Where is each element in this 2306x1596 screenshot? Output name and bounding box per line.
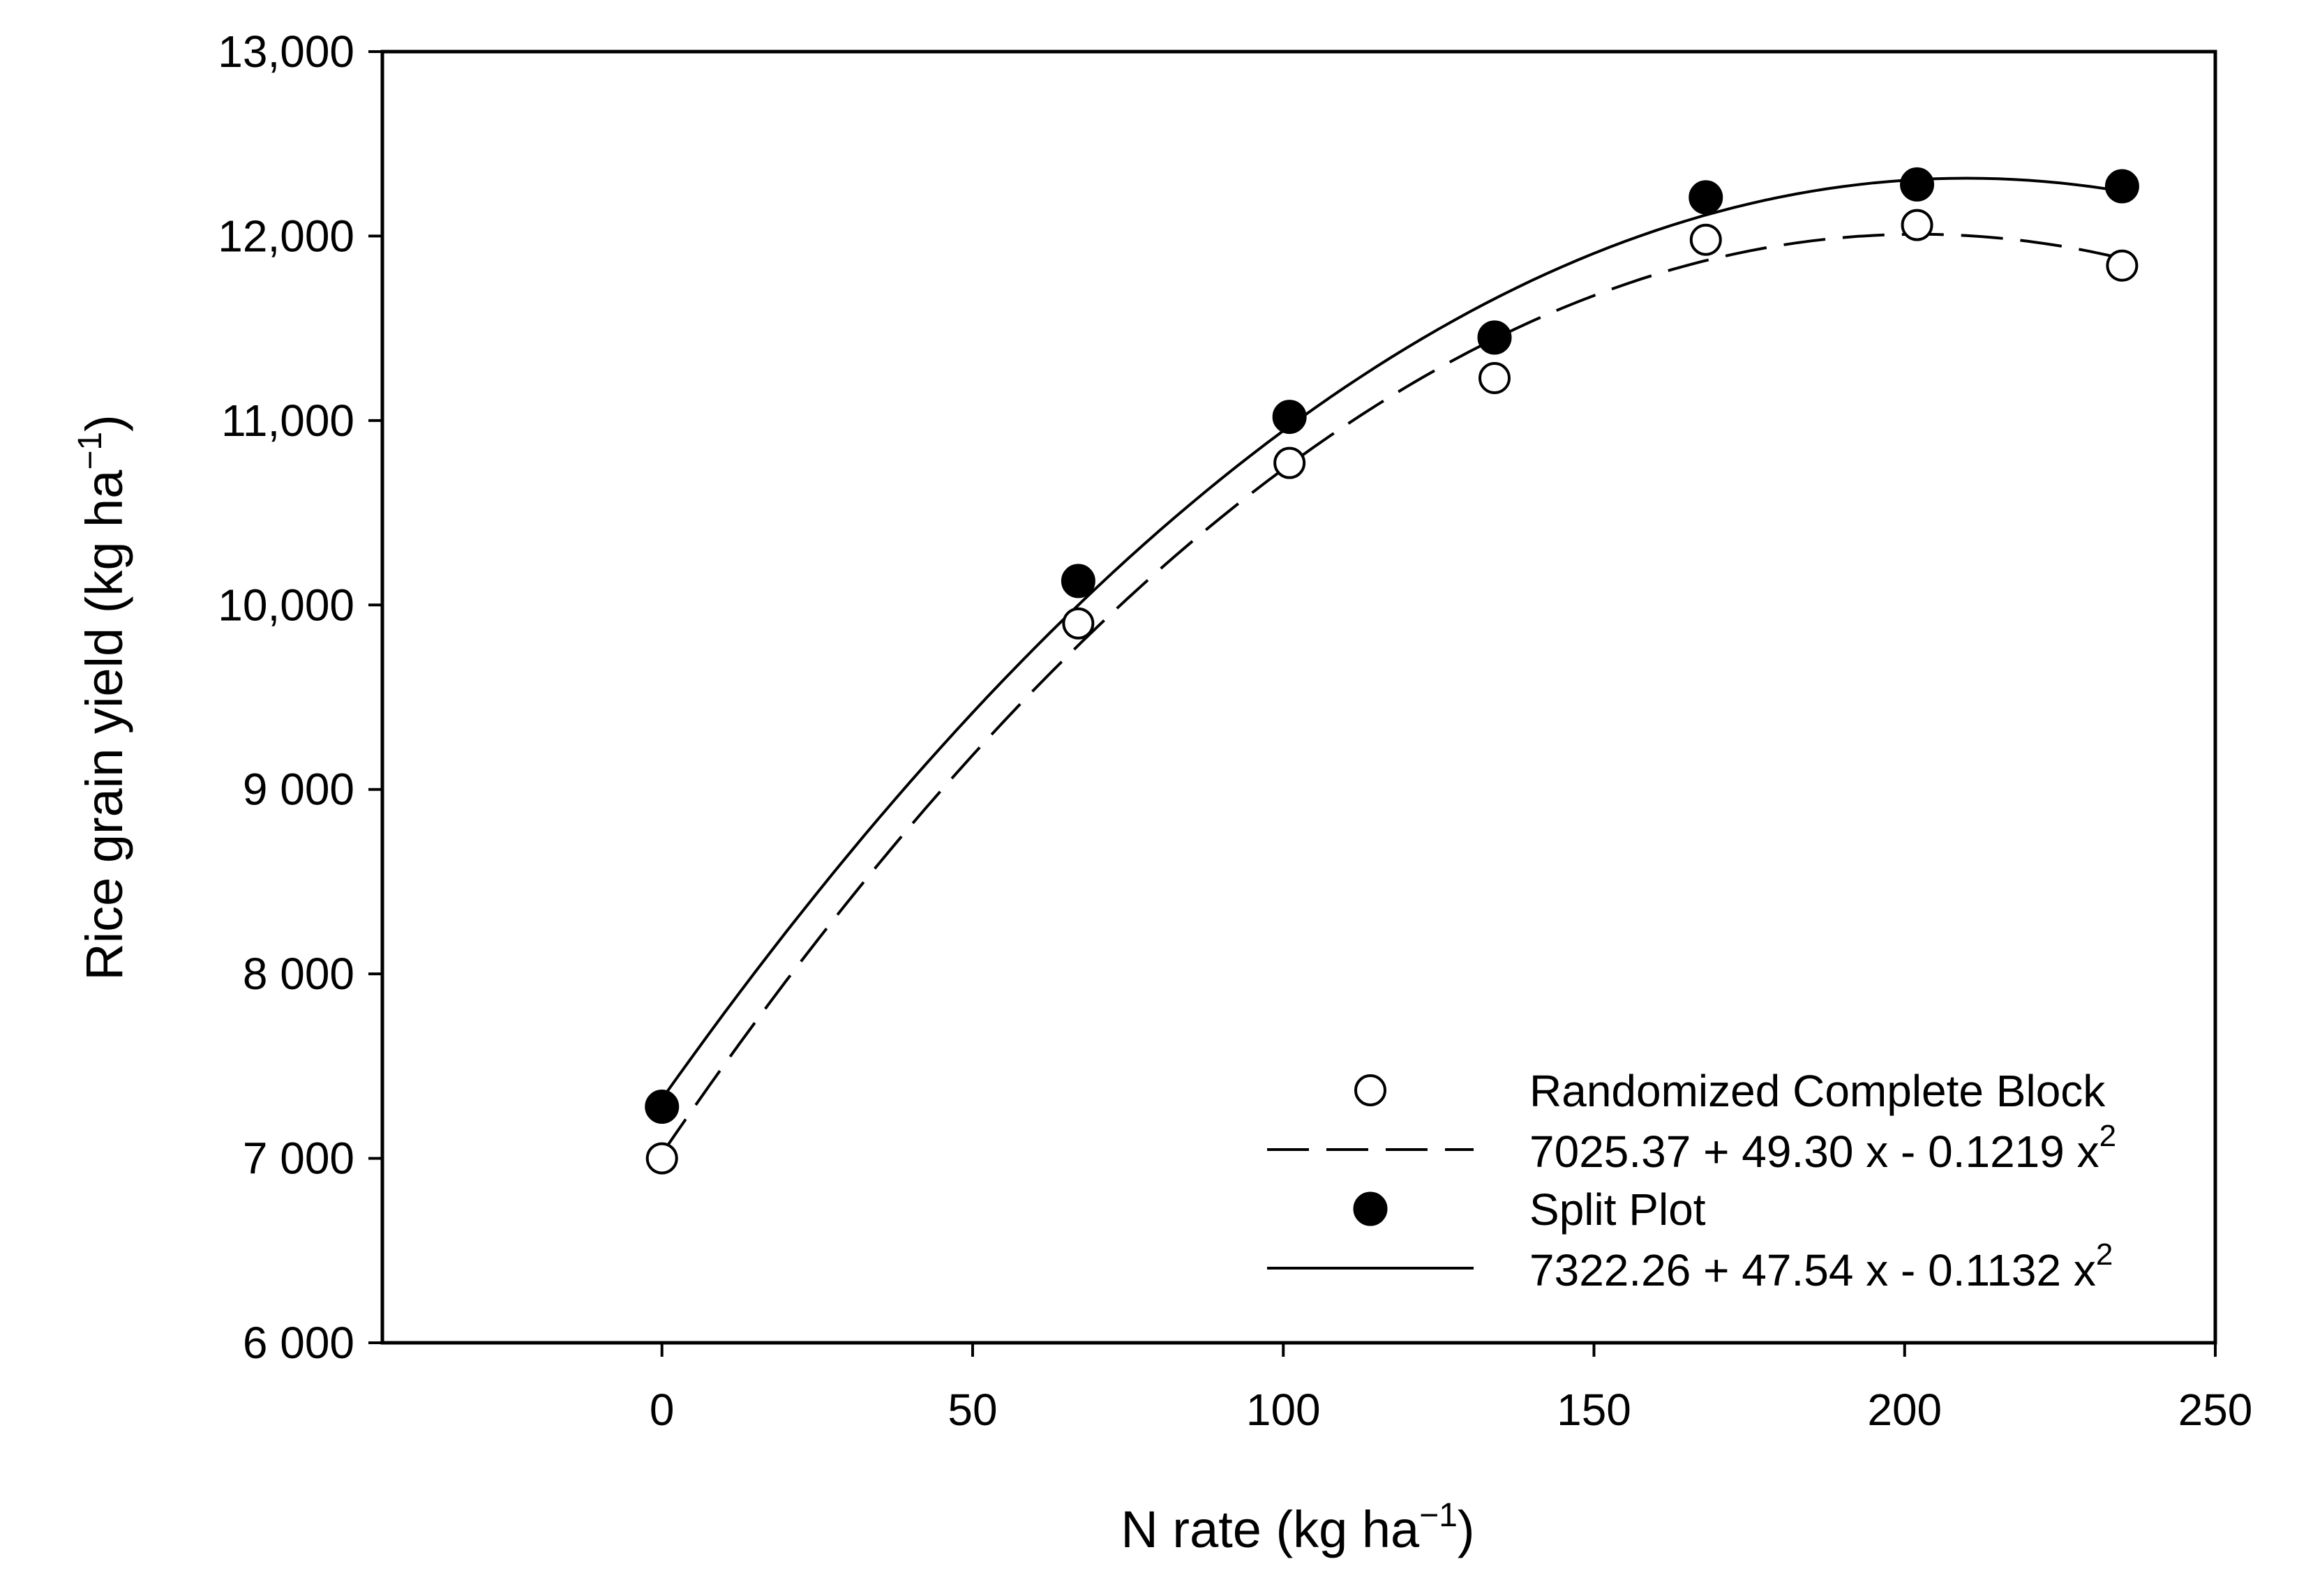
x-tick-label: 150 [1557,1385,1631,1435]
y-tick-label: 6 000 [243,1318,354,1368]
point-rcb [2106,249,2139,282]
legend-equation-rcb: 7025.37 + 49.30 x - 0.1219 x2 [1529,1119,2116,1177]
y-tick-label: 8 000 [243,949,354,999]
point-rcb [1273,446,1306,479]
point-split-plot [1900,167,1935,202]
legend-equation-split-plot: 7322.26 + 47.54 x - 0.1132 x2 [1529,1237,2113,1295]
plot-area-frame [380,50,2217,1345]
y-tick-label: 10,000 [218,580,354,630]
point-rcb [1478,362,1511,395]
point-split-plot [1477,320,1512,355]
legend-marker-split-plot [1353,1191,1388,1226]
x-tick-label: 0 [650,1385,675,1435]
point-split-plot [1272,400,1307,435]
point-rcb [1062,607,1095,640]
point-split-plot [2104,169,2139,204]
fit-curve-rcb [661,232,2122,1155]
x-tick-label: 200 [1867,1385,1942,1435]
y-tick-label: 11,000 [221,396,354,446]
y-axis-label: Rice grain yield (kg ha−1) [72,414,133,981]
legend-label-split-plot: Split Plot [1529,1184,1706,1235]
x-tick-label: 250 [2178,1385,2253,1435]
y-tick-label: 7 000 [243,1134,354,1184]
axis-ticks: 0 50 100 150 200 250 6 000 7 000 8 000 9 000 10,00… [218,27,2252,1435]
y-tick-label: 9 000 [243,765,354,815]
point-split-plot [1061,564,1095,598]
point-rcb [1689,223,1722,256]
x-axis-label: N rate (kg ha−1) [1121,1497,1474,1558]
x-tick-label: 100 [1246,1385,1321,1435]
legend-label-rcb: Randomized Complete Block [1529,1066,2106,1116]
y-tick-label: 13,000 [218,27,354,77]
point-rcb [1901,209,1933,241]
y-tick-label: 12,000 [218,211,354,261]
x-tick-label: 50 [948,1385,997,1435]
point-rcb [645,1142,678,1175]
legend: Randomized Complete Block 7025.37 + 49.3… [1267,1066,2116,1295]
legend-marker-rcb [1354,1074,1386,1106]
data-points [645,167,2139,1175]
point-split-plot [645,1090,680,1124]
fit-curves [661,176,2122,1155]
fit-curve-split-plot [661,176,2122,1100]
point-split-plot [1689,180,1723,215]
